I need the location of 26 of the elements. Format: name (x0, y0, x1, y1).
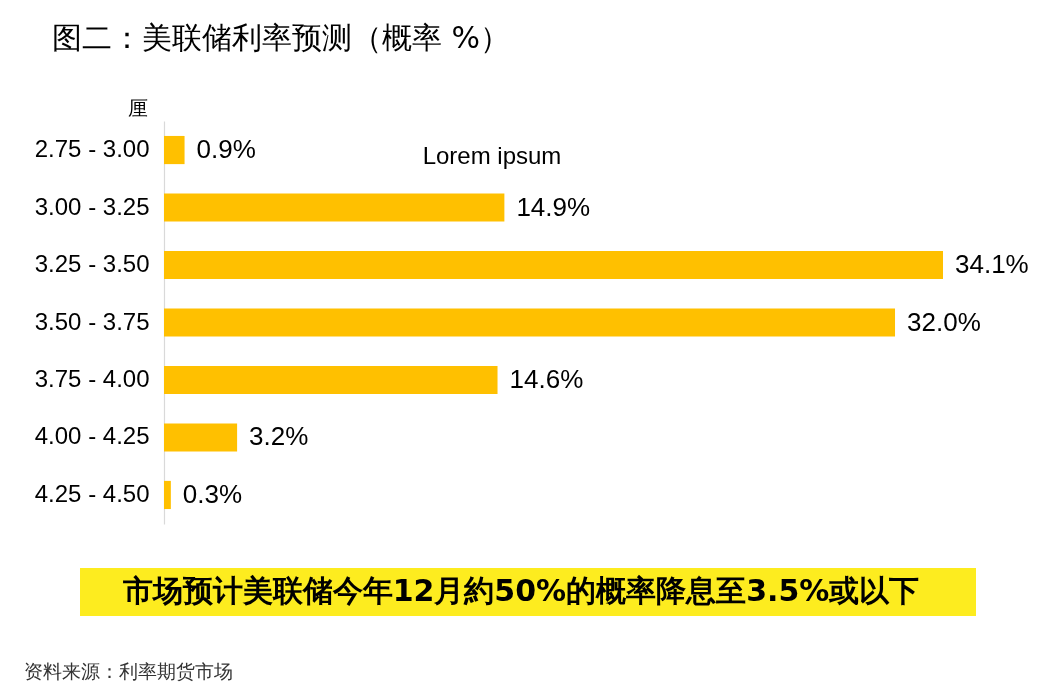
bar (164, 423, 238, 452)
data-label: 0.9% (196, 134, 256, 165)
bar (164, 193, 505, 222)
data-label: 14.6% (509, 363, 584, 394)
y-tick-label: 3.75 - 4.00 (34, 364, 150, 392)
data-label: 14.9% (516, 191, 591, 222)
bar (164, 308, 896, 337)
bar (164, 480, 171, 510)
bar (164, 250, 943, 280)
chart-title: 图二：美联储利率预测（概率 %） (52, 20, 511, 55)
y-tick-label: 3.25 - 3.50 (34, 250, 150, 278)
data-label: 0.3% (182, 478, 243, 509)
bar (164, 365, 498, 395)
data-label: 3.2% (249, 421, 309, 452)
y-tick-label: 4.25 - 4.50 (34, 479, 150, 507)
y-tick-label: 3.50 - 3.75 (34, 307, 150, 335)
annotation: Lorem ipsum (422, 142, 562, 169)
y-tick-label: 4.00 - 4.25 (34, 422, 150, 450)
text: 资料来源：利率期货市场 (24, 660, 233, 682)
bar (164, 135, 185, 165)
y-axis-title: 厘 (127, 95, 148, 120)
y-tick-label: 2.75 - 3.00 (34, 135, 150, 163)
text: 市场预计美联储今年12月約50%的概率降息至3.5%或以下 (121, 573, 920, 608)
data-label: 32.0% (907, 306, 981, 337)
data-label: 34.1% (955, 249, 1029, 280)
y-tick-label: 3.00 - 3.25 (34, 192, 150, 220)
